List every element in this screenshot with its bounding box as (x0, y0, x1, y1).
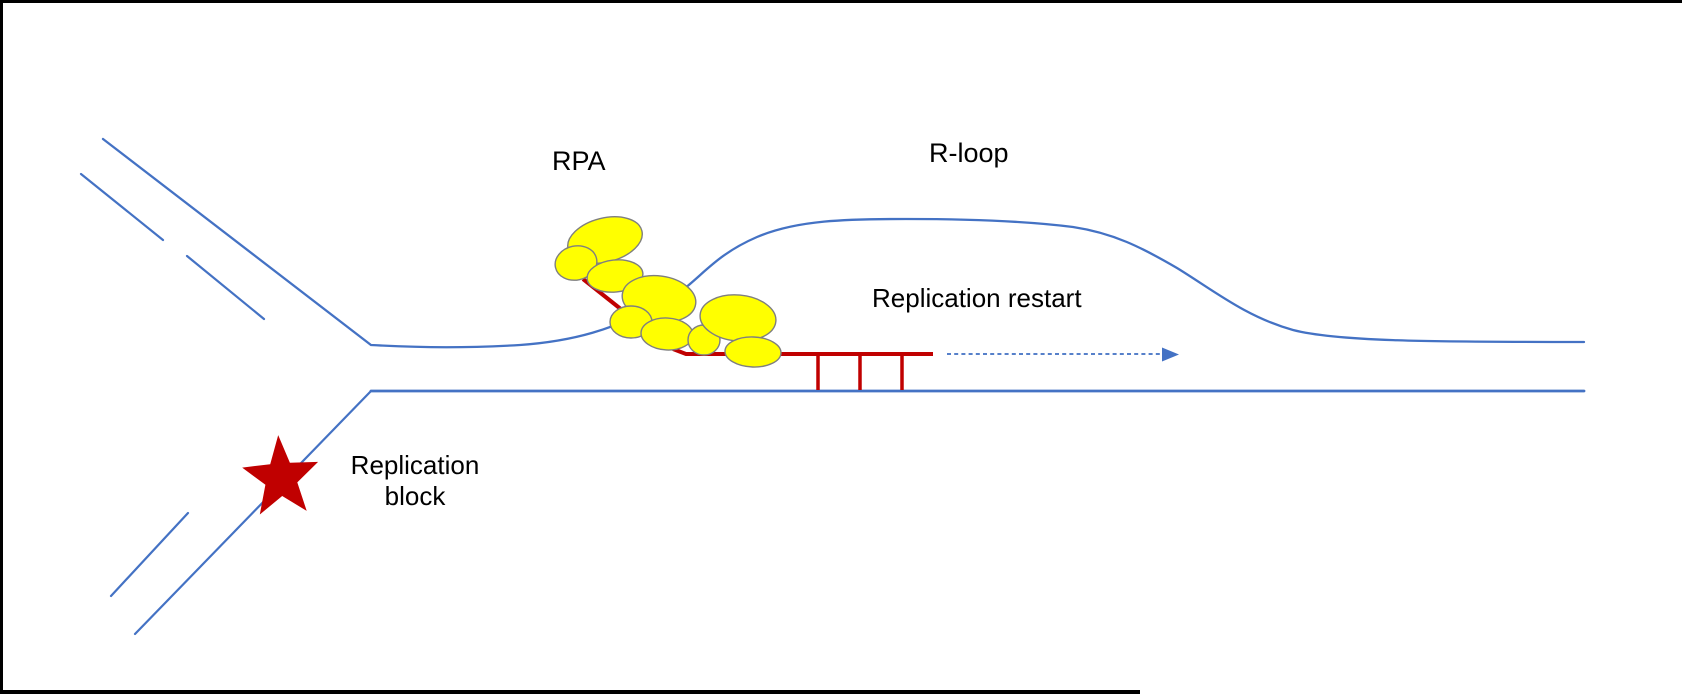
lower-arm-main-strand (133, 389, 373, 636)
upper-arm-strand-segment-b (185, 254, 266, 321)
frame-bottom-edge (0, 690, 1140, 694)
rpa-label: RPA (552, 146, 606, 176)
lower-arm-strand-segment (109, 511, 190, 598)
r-loop-label: R-loop (929, 138, 1009, 168)
upper-arm-strand-segment-a (79, 172, 165, 242)
top-strand-rloop-path (101, 137, 1586, 349)
primer-red-line (672, 347, 933, 356)
dna-strands-group (79, 137, 1586, 636)
replication-restart-label: Replication restart (872, 283, 1082, 313)
restart-arrow-head (1162, 347, 1179, 362)
replication-block-label: Replication block (345, 450, 485, 512)
replication-block-label-line1: Replication (350, 450, 480, 480)
frame-top-edge (0, 0, 1682, 3)
replication-block-star (242, 435, 319, 515)
rpa-blob (640, 317, 694, 351)
rpa-blob (554, 245, 598, 281)
frame-left-edge (0, 0, 3, 694)
rpa-blob (724, 336, 782, 368)
rpa-protein-cluster (554, 216, 782, 368)
replication-block-label-line2: block (384, 481, 446, 511)
restart-arrow (947, 347, 1179, 362)
